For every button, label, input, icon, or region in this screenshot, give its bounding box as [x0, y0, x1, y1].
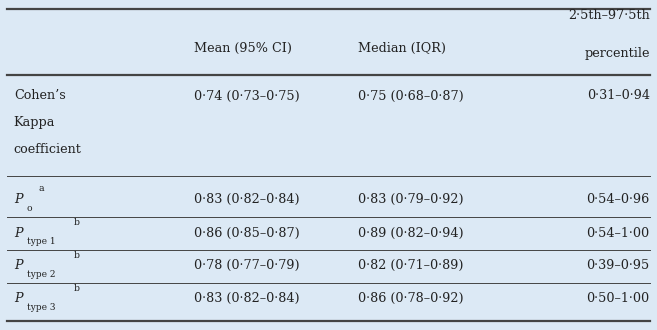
Text: P: P: [14, 259, 22, 272]
Text: type 1: type 1: [27, 237, 56, 247]
Text: 0·83 (0·79–0·92): 0·83 (0·79–0·92): [358, 193, 464, 206]
Text: 0·39–0·95: 0·39–0·95: [587, 259, 650, 272]
Text: 0·86 (0·85–0·87): 0·86 (0·85–0·87): [194, 226, 300, 240]
Text: b: b: [74, 251, 80, 260]
Text: b: b: [74, 284, 80, 293]
Text: 2·5th–97·5th: 2·5th–97·5th: [568, 9, 650, 22]
Text: Mean (95% CI): Mean (95% CI): [194, 42, 292, 55]
Text: P: P: [14, 292, 22, 305]
Text: 0·83 (0·82–0·84): 0·83 (0·82–0·84): [194, 193, 300, 206]
Text: P: P: [14, 193, 22, 206]
Text: 0·89 (0·82–0·94): 0·89 (0·82–0·94): [358, 226, 464, 240]
Text: 0·78 (0·77–0·79): 0·78 (0·77–0·79): [194, 259, 300, 272]
Text: coefficient: coefficient: [14, 143, 81, 156]
Text: 0·31–0·94: 0·31–0·94: [587, 89, 650, 103]
Text: type 2: type 2: [27, 270, 55, 279]
Text: 0·83 (0·82–0·84): 0·83 (0·82–0·84): [194, 292, 300, 305]
Text: Cohen’s: Cohen’s: [14, 89, 66, 103]
Text: 0·54–0·96: 0·54–0·96: [587, 193, 650, 206]
Text: percentile: percentile: [584, 47, 650, 60]
Text: 0·74 (0·73–0·75): 0·74 (0·73–0·75): [194, 89, 300, 103]
Text: a: a: [39, 184, 44, 193]
Text: Kappa: Kappa: [14, 116, 55, 129]
Text: 0·86 (0·78–0·92): 0·86 (0·78–0·92): [358, 292, 464, 305]
Text: 0·54–1·00: 0·54–1·00: [587, 226, 650, 240]
Text: 0·82 (0·71–0·89): 0·82 (0·71–0·89): [358, 259, 463, 272]
Text: o: o: [27, 204, 33, 213]
Text: 0·50–1·00: 0·50–1·00: [587, 292, 650, 305]
Text: type 3: type 3: [27, 303, 55, 312]
Text: 0·75 (0·68–0·87): 0·75 (0·68–0·87): [358, 89, 464, 103]
Text: b: b: [74, 218, 80, 227]
Text: P: P: [14, 226, 22, 240]
Text: Median (IQR): Median (IQR): [358, 42, 446, 55]
